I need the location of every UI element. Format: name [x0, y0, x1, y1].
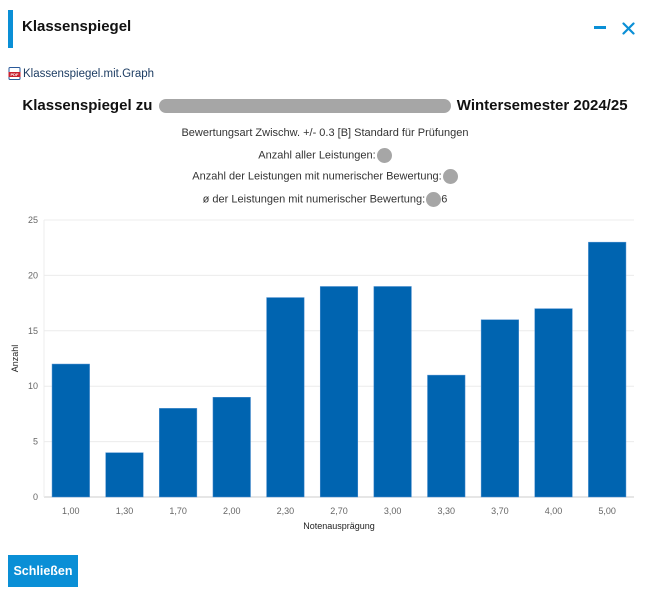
bar-1,00: [51, 363, 90, 498]
svg-text:PDF: PDF: [11, 72, 20, 77]
title-accent-bar: [8, 10, 13, 48]
report-title-prefix: Klassenspiegel zu: [22, 97, 153, 114]
dialog-title: Klassenspiegel: [22, 18, 132, 35]
x-tick-label: 2,00: [223, 506, 241, 516]
close-button[interactable]: Schließen: [8, 555, 78, 587]
x-tick-label: 1,30: [116, 506, 134, 516]
bar-5,00: [588, 241, 627, 498]
redacted-count-all: [376, 148, 392, 163]
bar-1,30: [105, 452, 144, 498]
redacted-course-name: [158, 99, 451, 114]
bar-1,70: [159, 408, 198, 498]
minimize-icon: [594, 26, 606, 29]
header-actions: [592, 20, 636, 36]
y-tick-label: 0: [33, 492, 38, 502]
x-tick-label: 2,70: [330, 506, 348, 516]
average-label: ø der Leistungen mit numerischer Bewertu…: [202, 193, 426, 206]
bar-2,00: [212, 397, 251, 498]
y-tick-label: 15: [28, 326, 38, 336]
x-tick-label: 3,70: [491, 506, 509, 516]
y-axis-title: Anzahl: [10, 345, 20, 373]
pdf-download-link[interactable]: PDF Klassenspiegel.mit.Graph: [8, 67, 154, 80]
average-line: ø der Leistungen mit numerischer Bewertu…: [0, 192, 650, 207]
y-tick-label: 5: [33, 437, 38, 447]
bar-3,00: [373, 286, 412, 498]
bar-2,30: [266, 297, 305, 498]
x-tick-label: 3,30: [438, 506, 456, 516]
x-tick-label: 4,00: [545, 506, 563, 516]
y-tick-label: 25: [28, 215, 38, 225]
x-axis-title: Notenausprägung: [303, 521, 375, 531]
minimize-button[interactable]: [592, 20, 608, 36]
count-numeric-line: Anzahl der Leistungen mit numerischer Be…: [0, 169, 650, 184]
x-tick-label: 3,00: [384, 506, 402, 516]
y-tick-label: 20: [28, 270, 38, 280]
dialog-header: Klassenspiegel: [8, 10, 642, 48]
pdf-link-label: Klassenspiegel.mit.Graph: [23, 67, 155, 80]
bar-3,70: [480, 319, 519, 498]
average-visible-digit: 6: [441, 193, 448, 206]
bar-2,70: [319, 286, 359, 498]
close-dialog-button[interactable]: [620, 20, 636, 36]
bar-4,00: [534, 308, 573, 498]
redacted-count-numeric: [442, 169, 458, 184]
x-tick-label: 1,70: [169, 506, 187, 516]
x-tick-label: 1,00: [62, 506, 80, 516]
count-numeric-label: Anzahl der Leistungen mit numerischer Be…: [192, 170, 442, 183]
count-all-label: Anzahl aller Leistungen:: [258, 149, 376, 162]
pdf-file-icon: PDF: [8, 67, 21, 80]
bar-3,30: [427, 374, 466, 498]
count-all-line: Anzahl aller Leistungen:: [0, 148, 650, 163]
y-tick-label: 10: [28, 381, 38, 391]
x-tick-label: 5,00: [598, 506, 616, 516]
bar-chart-svg: 0 5 10 15 20 25 1,00 1,30 1,70 2,00 2,30 2,70 3,00 3,…: [10, 215, 634, 531]
x-tick-label: 2,30: [277, 506, 295, 516]
close-icon: [621, 21, 635, 35]
grading-type: Bewertungsart Zwischw. +/- 0.3 [B] Stand…: [181, 127, 469, 139]
report-title: Klassenspiegel zu Wintersemester 2024/25: [0, 97, 650, 114]
grade-distribution-chart: 0 5 10 15 20 25 1,00 1,30 1,70 2,00 2,30 2,70 3,00 3,…: [0, 210, 650, 540]
redacted-average: [426, 192, 442, 207]
report-title-suffix: Wintersemester 2024/25: [456, 97, 628, 114]
